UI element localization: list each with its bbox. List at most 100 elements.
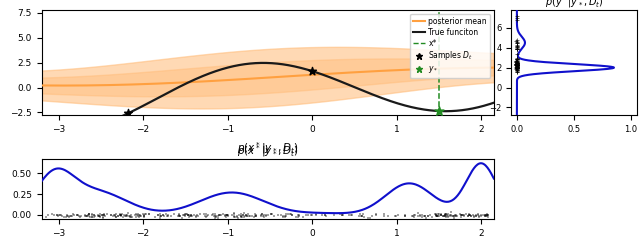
Point [122,214,132,218]
Point [125,214,136,218]
Point [82,214,92,218]
Point [365,215,375,219]
Point [47,212,57,216]
Point [118,215,129,219]
Point [481,214,492,218]
Point [401,215,411,218]
Point [512,63,522,67]
Point [512,40,522,44]
Title: $p(x^*|y_*, D_t)$: $p(x^*|y_*, D_t)$ [237,143,299,159]
Point [344,214,355,217]
Point [87,213,97,217]
Point [241,213,251,217]
Point [410,215,420,219]
Point [298,215,308,219]
Point [177,215,187,219]
Point [441,215,451,219]
Point [512,66,522,70]
Point [245,215,255,218]
Point [140,213,150,216]
Point [410,213,420,217]
Point [150,215,160,219]
Point [294,214,305,218]
Point [420,216,431,220]
Point [512,62,522,66]
Point [111,215,122,219]
Point [116,214,126,218]
Point [174,214,184,218]
Point [261,214,271,218]
Point [250,213,260,216]
Point [480,213,490,217]
Point [256,213,266,217]
Point [511,59,522,63]
Point [228,212,239,216]
Point [144,212,154,216]
Point [512,64,522,68]
Point [371,213,381,217]
Point [174,215,184,218]
Point [61,215,72,219]
Point [468,213,479,216]
Point [251,214,261,218]
Point [180,214,190,217]
Point [185,214,195,218]
Point [161,213,171,216]
Point [115,214,125,217]
Point [241,213,252,217]
Point [512,64,522,68]
Point [512,61,522,65]
Point [512,61,522,64]
Point [400,214,410,218]
Point [75,215,85,218]
Point [511,61,522,65]
Point [511,69,522,73]
Point [229,215,239,219]
Point [476,214,486,217]
Point [115,213,125,217]
Point [379,214,389,218]
Point [456,214,466,217]
Point [95,215,105,218]
Point [511,59,522,62]
Point [457,213,467,217]
Point [511,63,522,67]
Point [463,213,474,217]
Point [450,214,460,218]
Point [51,213,61,217]
Point [159,214,170,217]
Point [229,211,239,215]
Point [84,215,95,218]
Point [116,213,126,217]
Point [415,214,425,218]
Point [179,213,189,217]
Point [511,64,522,68]
Point [86,212,97,216]
Point [321,213,331,217]
Point [199,213,209,216]
Point [99,213,109,217]
Point [62,213,72,217]
Point [449,216,459,220]
Point [135,214,145,217]
Point [281,212,291,216]
Point [200,214,210,218]
Point [186,214,196,217]
Point [474,215,484,218]
Point [335,213,346,216]
Point [447,214,458,217]
Point [125,215,135,219]
Point [214,213,224,217]
Point [431,213,442,217]
Point [511,62,522,66]
Point [512,61,522,64]
Point [95,212,105,216]
Point [210,214,220,218]
Point [230,215,240,218]
Point [441,212,451,216]
Point [425,213,435,217]
Point [180,214,190,218]
Point [173,213,184,216]
Point [237,214,248,217]
Point [232,214,242,218]
